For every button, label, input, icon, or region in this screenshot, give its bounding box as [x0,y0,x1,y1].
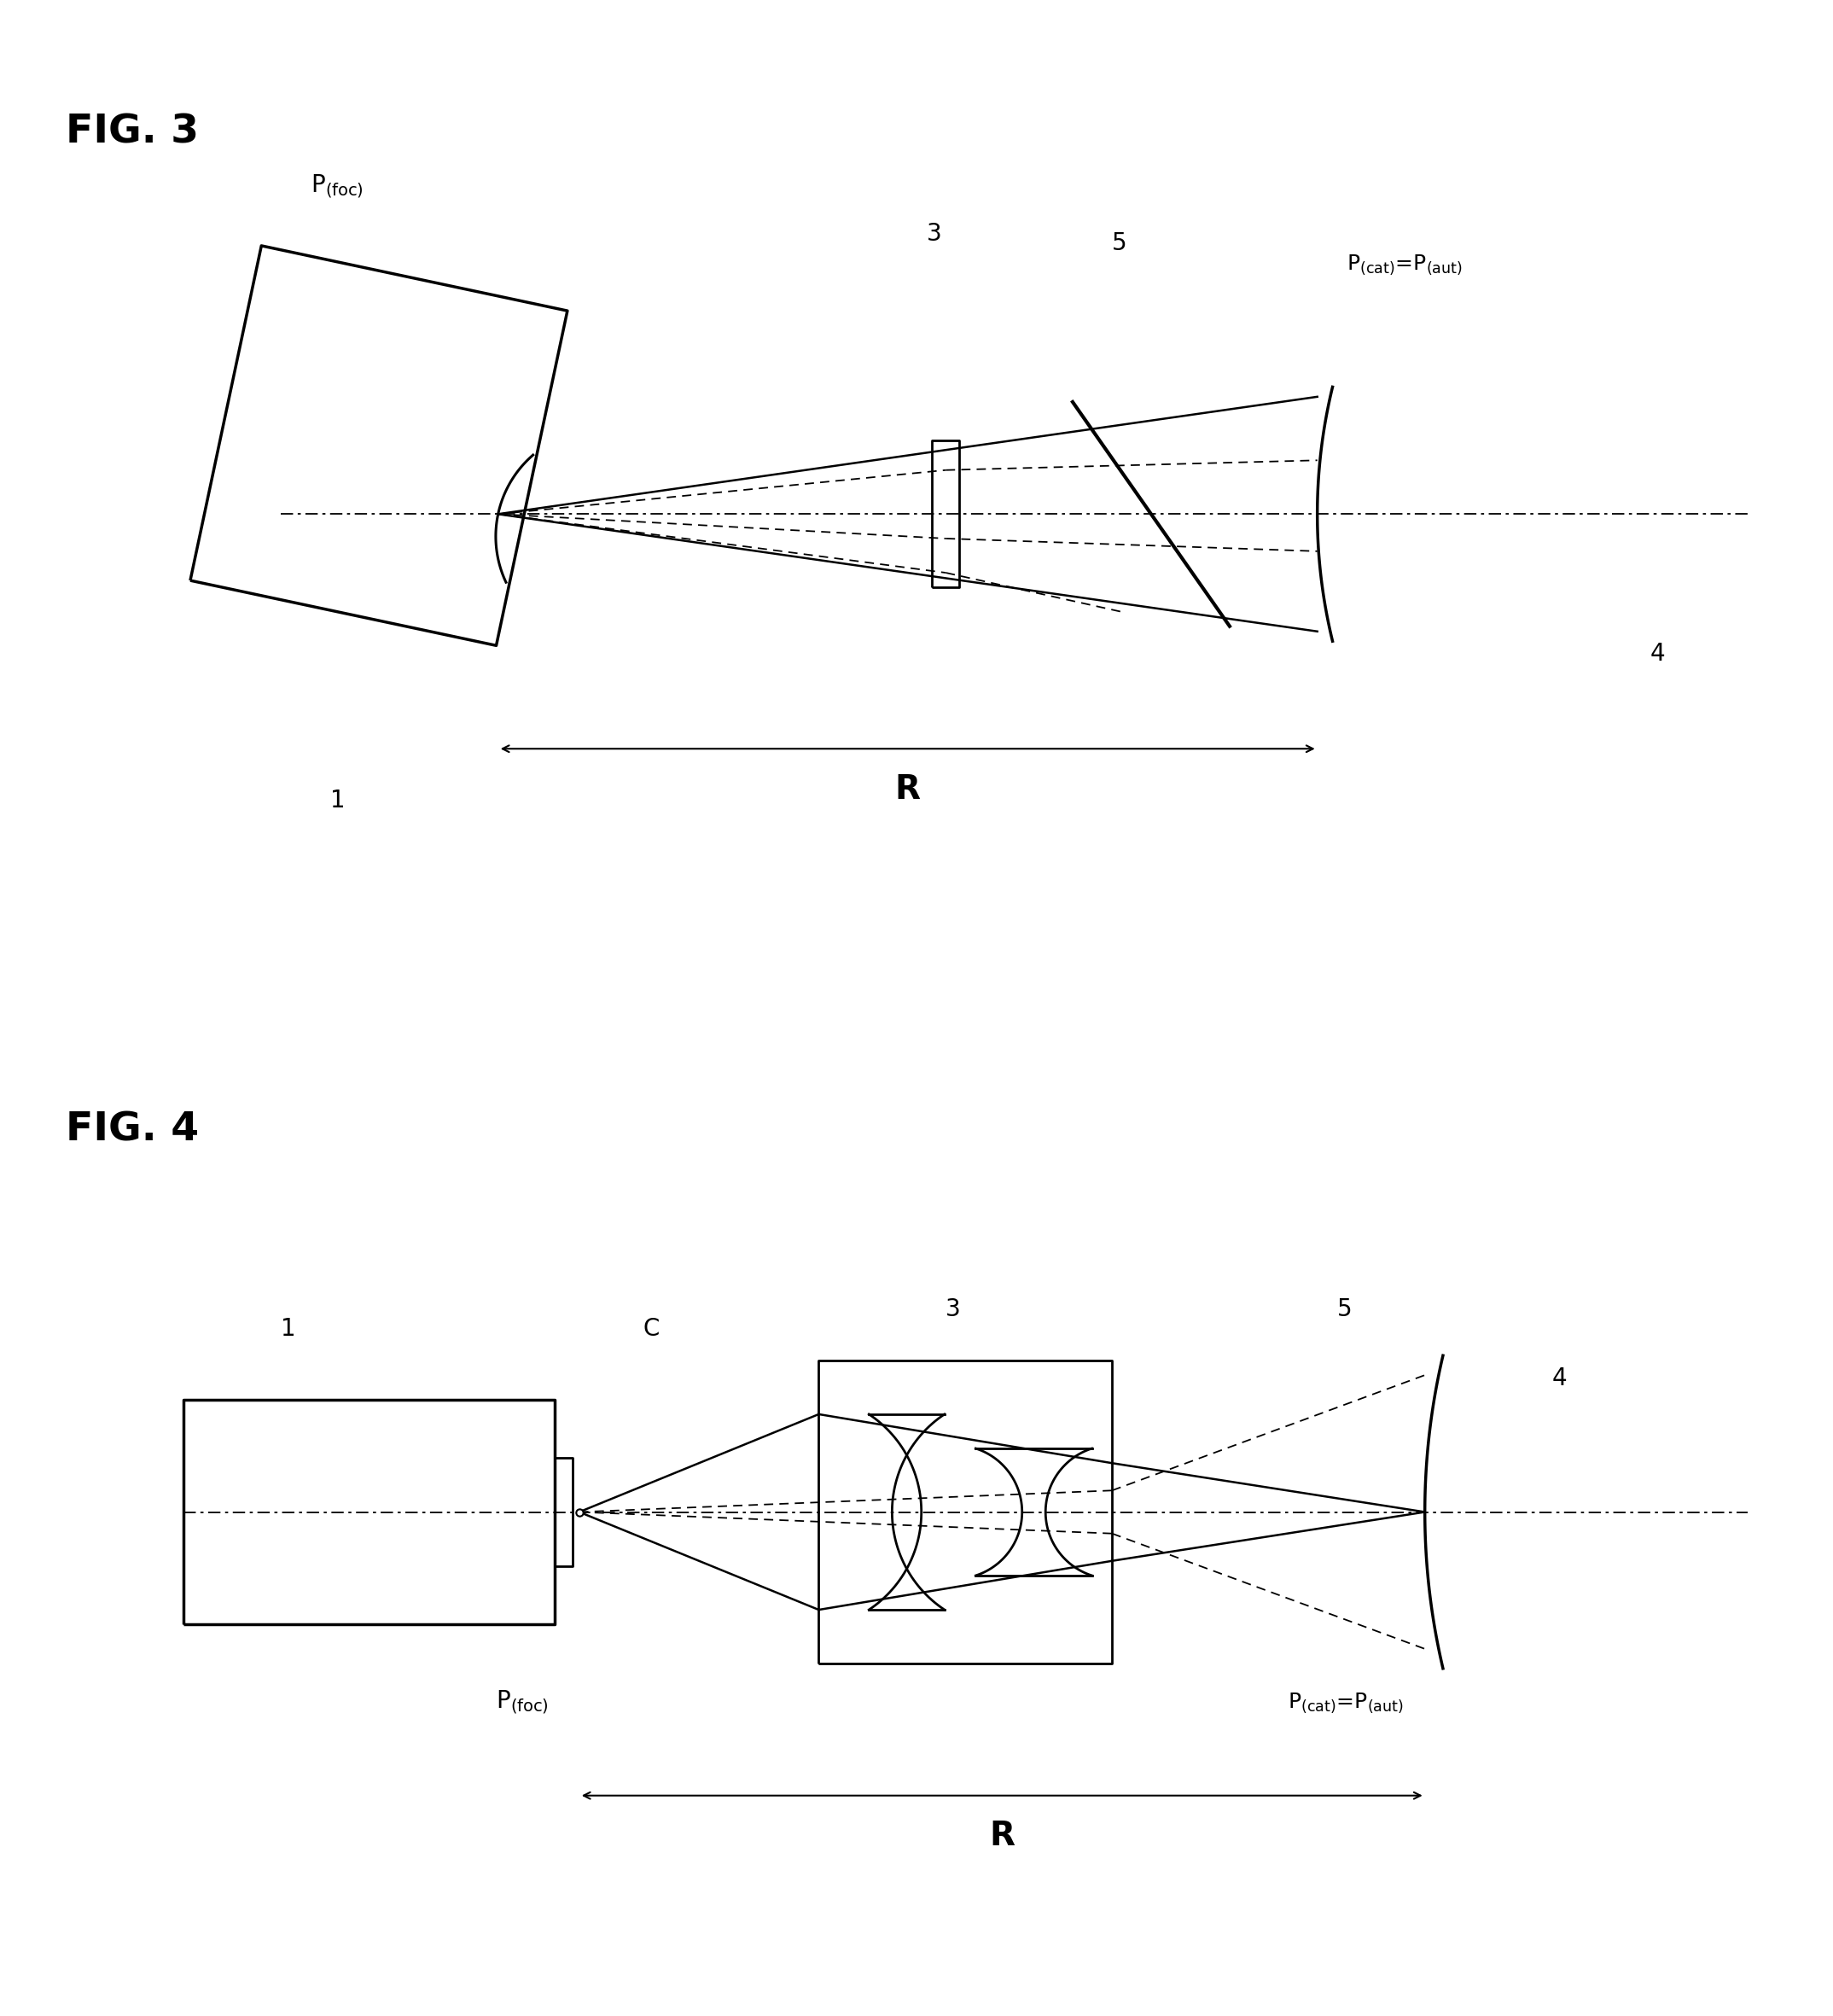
Text: 3: 3 [946,1298,960,1322]
Text: 3: 3 [926,222,942,246]
Text: FIG. 3: FIG. 3 [66,113,200,151]
Text: R: R [895,774,920,806]
Text: 4: 4 [1650,641,1664,665]
Text: 1: 1 [330,788,345,812]
Text: 4: 4 [1553,1367,1567,1389]
Text: R: R [990,1820,1015,1853]
Text: P$_{\mathregular{(cat)}}$=P$_{\mathregular{(aut)}}$: P$_{\mathregular{(cat)}}$=P$_{\mathregul… [1289,1691,1404,1714]
Text: P$_{\mathregular{(cat)}}$=P$_{\mathregular{(aut)}}$: P$_{\mathregular{(cat)}}$=P$_{\mathregul… [1347,254,1463,276]
Text: 5: 5 [1336,1298,1353,1322]
Text: C: C [643,1316,660,1341]
Text: 1: 1 [280,1316,297,1341]
Text: P$_{\mathregular{(foc)}}$: P$_{\mathregular{(foc)}}$ [497,1687,550,1716]
Text: FIG. 4: FIG. 4 [66,1111,200,1149]
Text: P$_{\mathregular{(foc)}}$: P$_{\mathregular{(foc)}}$ [310,171,363,200]
Text: 5: 5 [1113,232,1127,256]
